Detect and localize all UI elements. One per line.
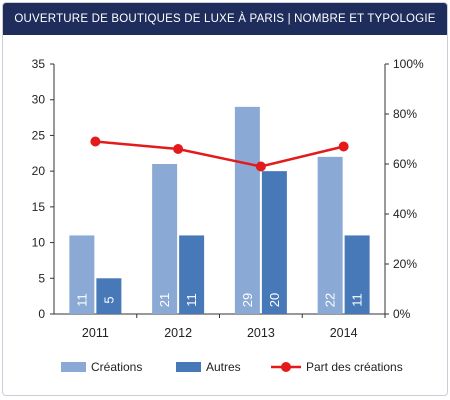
- line-part-des-creations: [95, 140, 344, 168]
- y-tick-label: 30: [32, 93, 46, 107]
- bar-creations: [234, 106, 260, 314]
- x-tick-label: 2013: [247, 326, 275, 340]
- line-point: [255, 161, 266, 172]
- bar-creations: [152, 164, 178, 314]
- x-tick-label: 2011: [82, 326, 109, 340]
- legend-swatch-creations: [61, 362, 86, 372]
- bar-data-label: 11: [184, 293, 199, 307]
- line-point: [90, 136, 101, 147]
- bar-creations: [69, 235, 95, 314]
- chart-panel: OUVERTURE DE BOUTIQUES DE LUXE À PARIS |…: [2, 2, 448, 396]
- bar-autres: [344, 235, 370, 314]
- bar-creations: [317, 156, 343, 314]
- bar-autres: [261, 171, 287, 314]
- y2-tick-label: 60%: [393, 157, 417, 171]
- legend-swatch-autres: [176, 362, 201, 372]
- y2-tick-label: 80%: [393, 107, 417, 121]
- bar-data-label: 29: [240, 293, 255, 307]
- legend-label-creations: Créations: [91, 360, 142, 374]
- line-point: [338, 141, 349, 152]
- y-tick-label: 5: [38, 271, 45, 285]
- line-point: [173, 144, 184, 154]
- y-tick-label: 0: [38, 307, 45, 321]
- legend-label-line: Part des créations: [306, 360, 403, 374]
- y2-tick-label: 100%: [393, 57, 424, 71]
- x-tick-label: 2014: [330, 326, 358, 340]
- bar-data-label: 11: [350, 293, 365, 307]
- bar-data-label: 11: [74, 293, 89, 307]
- bar-data-label: 20: [267, 293, 282, 307]
- y2-tick-label: 20%: [393, 257, 417, 271]
- y-tick-label: 15: [32, 200, 46, 214]
- y2-tick-label: 0%: [393, 307, 411, 321]
- y-tick-label: 35: [32, 57, 46, 71]
- y-tick-label: 25: [32, 128, 46, 142]
- legend-label-autres: Autres: [206, 360, 241, 374]
- x-tick-label: 2012: [164, 326, 192, 340]
- legend-swatch-line-marker: [281, 362, 291, 372]
- bar-autres: [96, 278, 122, 314]
- y-tick-label: 20: [32, 164, 46, 178]
- bar-data-label: 22: [323, 293, 338, 307]
- bar-data-label: 5: [101, 296, 116, 303]
- y-tick-label: 10: [32, 236, 46, 250]
- chart-title: OUVERTURE DE BOUTIQUES DE LUXE À PARIS |…: [3, 3, 447, 35]
- y2-tick-label: 40%: [393, 207, 417, 221]
- bar-autres: [179, 235, 205, 314]
- bar-data-label: 21: [157, 293, 172, 307]
